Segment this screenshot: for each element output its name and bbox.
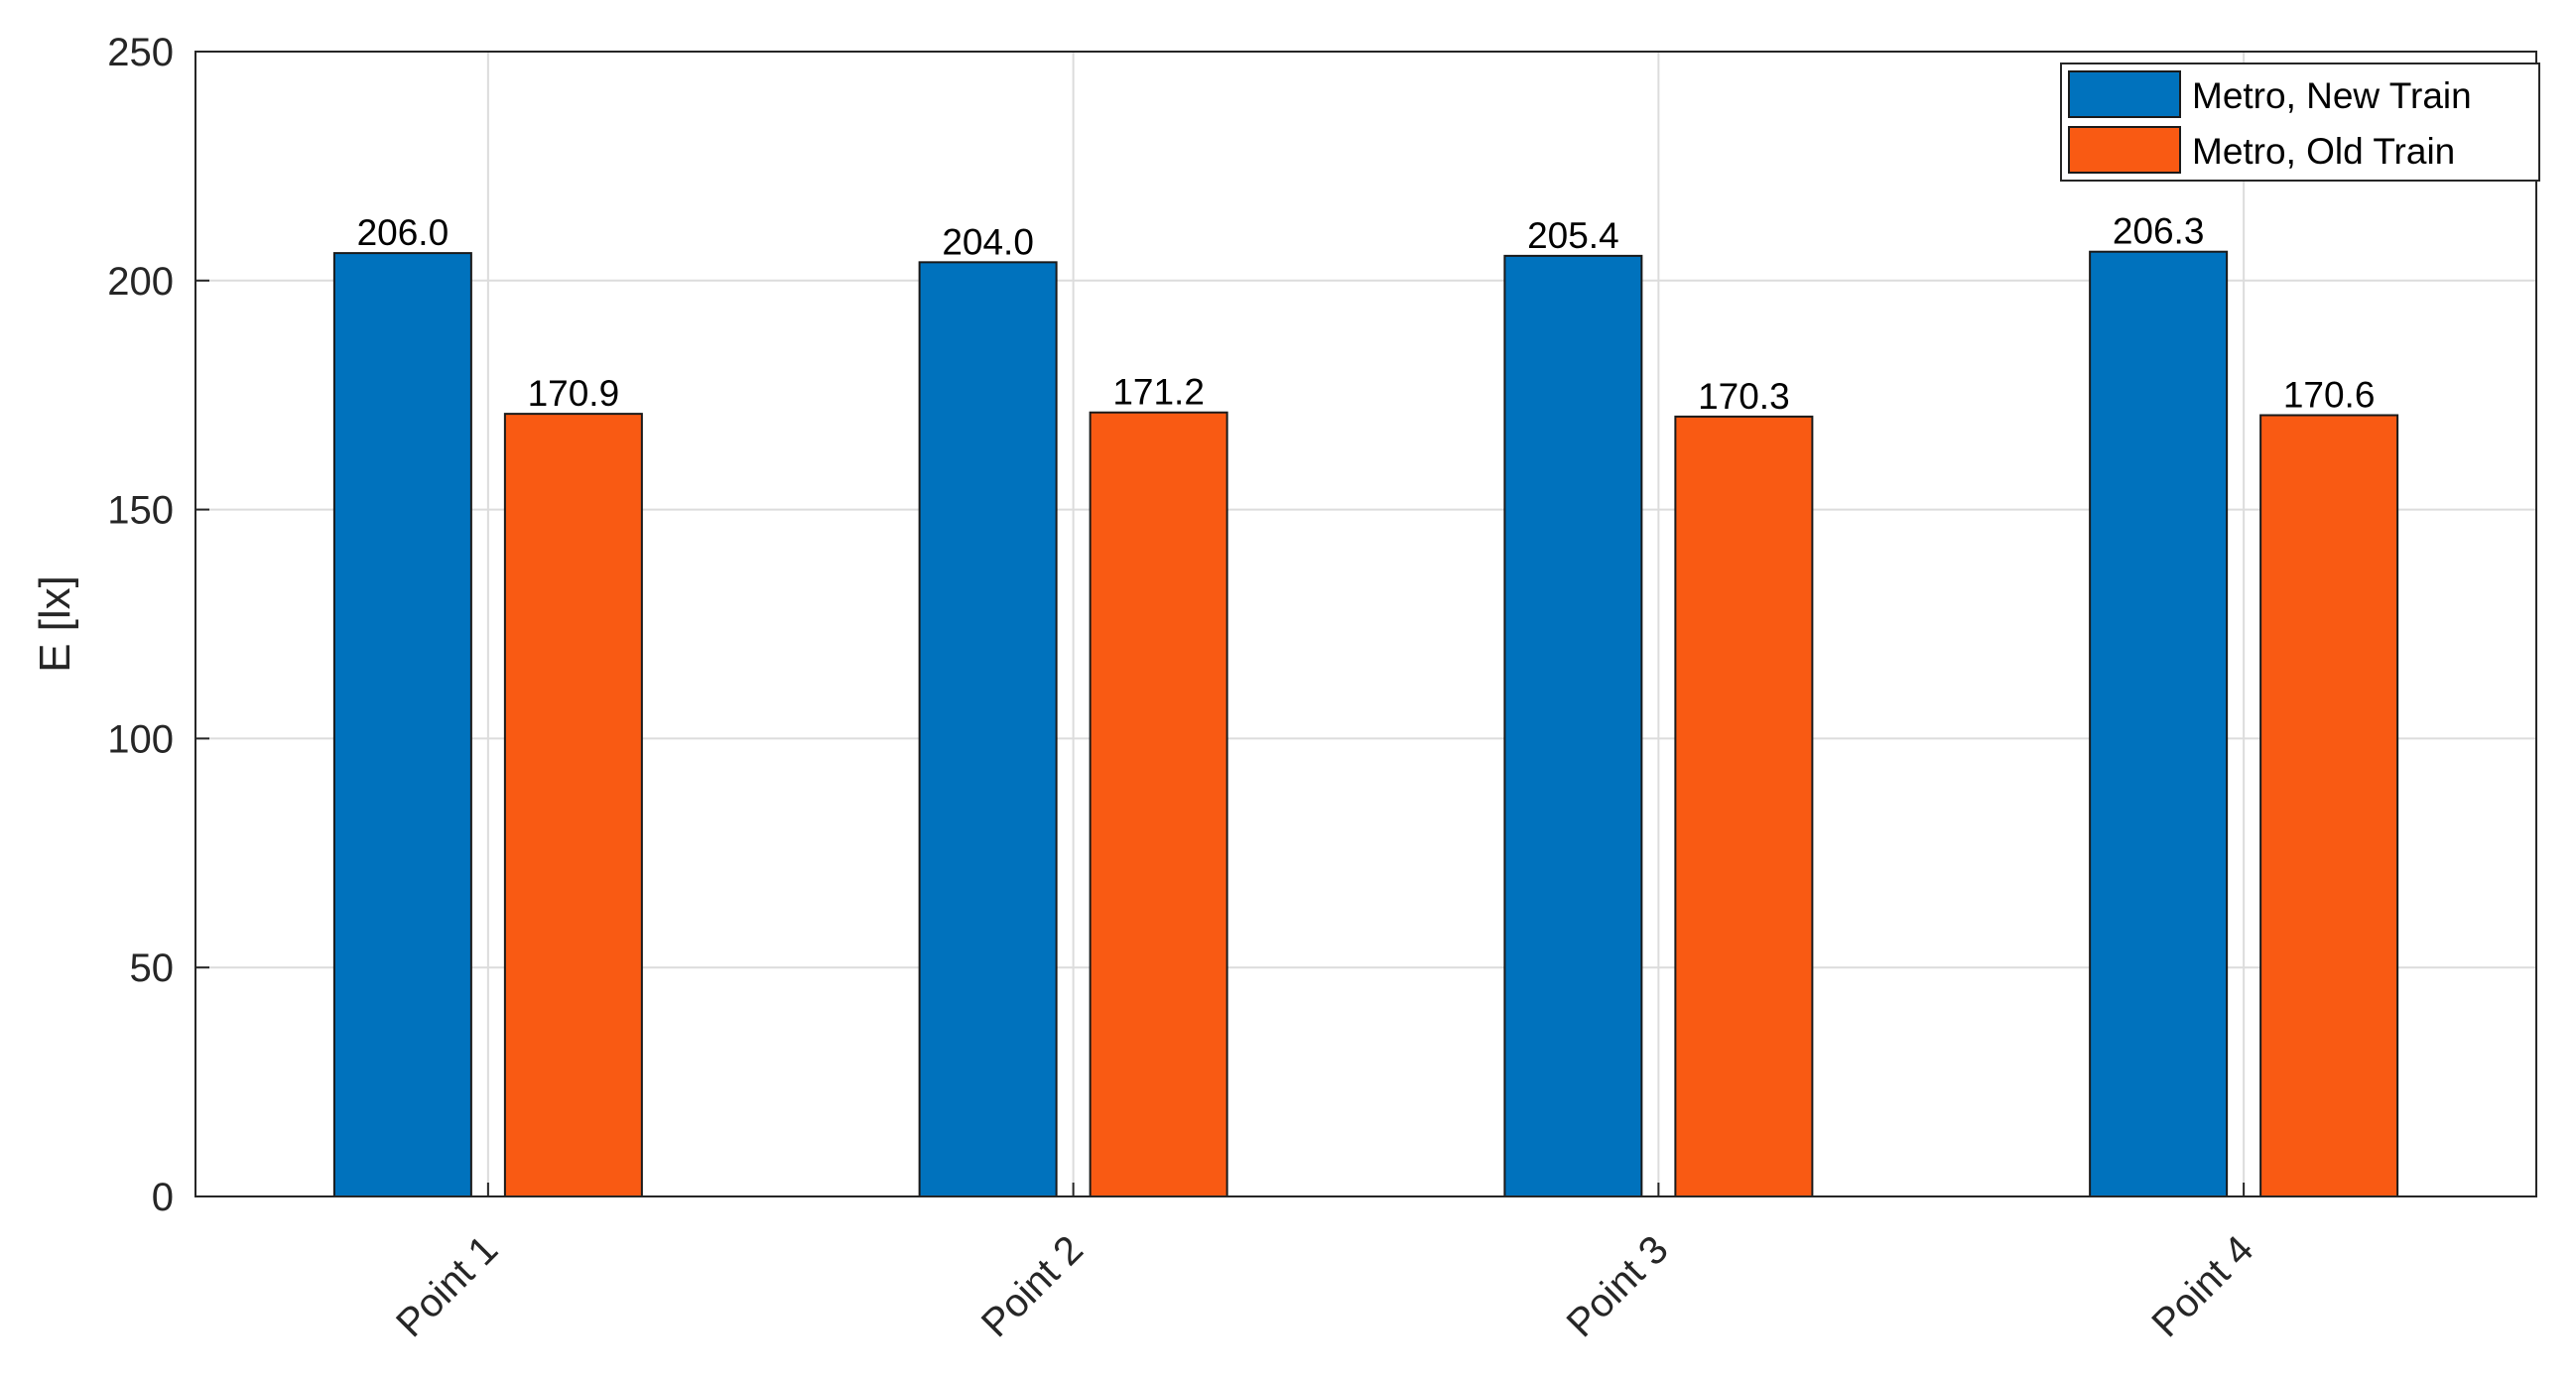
bar bbox=[2259, 414, 2399, 1198]
x-tick-label: Point 4 bbox=[2143, 1227, 2261, 1345]
y-axis-ticks: 0 50 100 150 200 250 bbox=[107, 31, 209, 1219]
x-axis-ticks: Point 1 Point 2 Point 3 Point 4 bbox=[388, 1183, 2261, 1345]
bar bbox=[1674, 415, 1814, 1197]
data-label: 204.0 bbox=[942, 221, 1034, 262]
bar bbox=[1089, 411, 1228, 1198]
y-tick-label: 50 bbox=[130, 946, 175, 990]
y-tick-label: 150 bbox=[107, 489, 174, 533]
y-tick-label: 200 bbox=[107, 260, 174, 304]
bar bbox=[332, 252, 472, 1197]
x-tick-label: Point 2 bbox=[973, 1227, 1092, 1345]
legend-swatch bbox=[2068, 70, 2181, 118]
bars bbox=[332, 250, 2399, 1198]
legend-swatch bbox=[2068, 126, 2181, 174]
bar bbox=[918, 261, 1058, 1197]
x-tick-label: Point 3 bbox=[1559, 1227, 1677, 1345]
data-labels: 206.0 170.9 204.0 171.2 205.4 170.3 206.3 170.6 bbox=[357, 211, 2376, 417]
data-label: 170.3 bbox=[1698, 376, 1790, 417]
bar bbox=[503, 413, 643, 1197]
bar bbox=[1503, 254, 1643, 1197]
x-tick-label: Point 1 bbox=[388, 1227, 506, 1345]
y-axis-label: E [lx] bbox=[31, 575, 79, 673]
y-tick-label: 0 bbox=[152, 1176, 174, 1219]
bar bbox=[2089, 250, 2229, 1198]
y-tick-label: 100 bbox=[107, 717, 174, 761]
data-label: 170.6 bbox=[2283, 375, 2376, 416]
legend-label: Metro, New Train bbox=[2192, 75, 2472, 116]
data-label: 206.0 bbox=[357, 212, 450, 253]
data-label: 206.3 bbox=[2113, 211, 2205, 252]
legend: Metro, New Train Metro, Old Train bbox=[2060, 63, 2540, 182]
legend-label: Metro, Old Train bbox=[2192, 131, 2455, 172]
data-label: 171.2 bbox=[1112, 372, 1205, 413]
y-tick-label: 250 bbox=[107, 31, 174, 74]
data-label: 205.4 bbox=[1527, 215, 1619, 256]
data-label: 170.9 bbox=[528, 373, 620, 414]
plot-frame bbox=[194, 51, 2537, 1197]
